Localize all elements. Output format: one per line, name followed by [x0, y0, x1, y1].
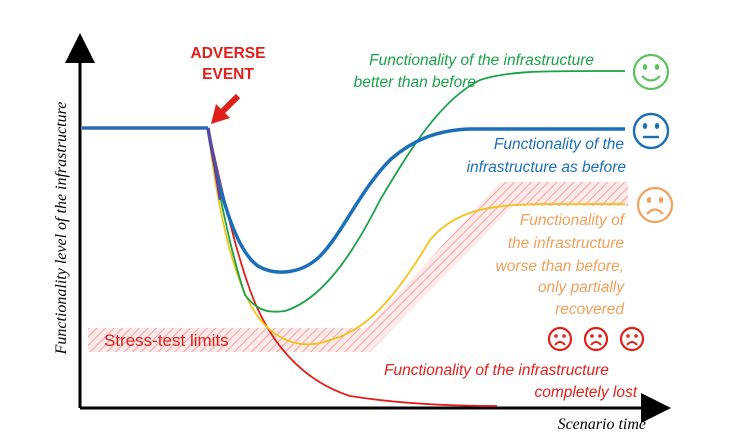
better-label-line2: better than before	[354, 74, 477, 91]
sad-faces-icon	[547, 326, 645, 352]
x-axis-label: Scenario time	[558, 416, 646, 433]
lost-label-line2: completely lost	[534, 384, 637, 401]
stress-test-label: Stress-test limits	[104, 331, 229, 350]
curve-worse	[207, 127, 625, 346]
recovery-band	[345, 182, 628, 352]
worse-label-line4: only partially	[538, 279, 625, 296]
adverse-event-arrow-icon	[211, 93, 241, 124]
worse-label-line2: the infrastructure	[508, 235, 625, 252]
better-label-line1: Functionality of the infrastructure	[369, 52, 594, 69]
sad-face-icon	[636, 186, 674, 224]
drop-overlap	[206, 127, 222, 201]
event-label-line1: ADVERSE	[191, 45, 266, 62]
worse-label-line5: recovered	[555, 301, 625, 318]
stress-test-band	[88, 328, 370, 352]
y-axis-label: Functionality level of the infrastructur…	[53, 102, 70, 356]
lost-label-line1: Functionality of the infrastructure	[384, 362, 609, 379]
worse-label-line1: Functionality of	[520, 212, 626, 229]
curve-better	[207, 70, 626, 313]
event-label-line2: EVENT	[202, 66, 254, 83]
happy-face-icon	[632, 53, 670, 91]
neutral-face-icon	[632, 112, 670, 150]
curve-same	[206, 127, 625, 274]
worse-label-line3: worse than before,	[496, 258, 624, 275]
same-label-line2: infrastructure as before	[467, 159, 627, 176]
same-label-line1: Functionality of the	[494, 136, 624, 153]
